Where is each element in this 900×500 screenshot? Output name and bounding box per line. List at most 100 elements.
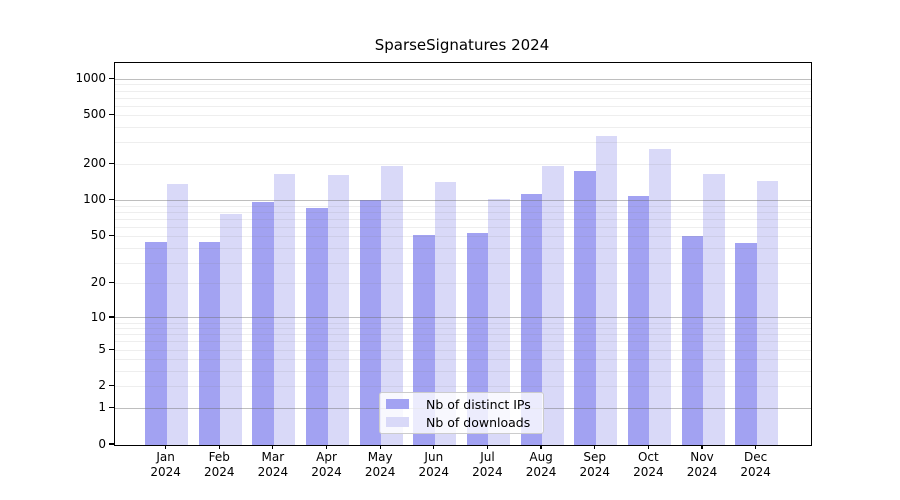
x-tick-year: 2024	[150, 465, 181, 479]
gridline-minor-6	[115, 341, 811, 343]
gridline-minor-400	[115, 127, 811, 129]
bar-nb-of-downloads-sep	[595, 135, 618, 445]
y-tick-label-200: 200	[83, 155, 106, 170]
bar-nb-of-distinct-ips-may	[359, 200, 382, 445]
gridline-minor-300	[115, 142, 811, 144]
x-tick-month: Mar	[261, 450, 285, 464]
x-tick-year: 2024	[740, 465, 771, 479]
gridline-major-1000	[115, 78, 811, 80]
x-tick-year: 2024	[364, 465, 396, 479]
y-tick-mark-500	[109, 114, 114, 116]
legend-swatch-distinct-ips	[386, 399, 409, 409]
x-tick-month: Sep	[583, 450, 607, 464]
x-tick-mark-sep	[594, 444, 596, 449]
x-tick-mark-aug	[540, 444, 542, 449]
x-tick-label-oct: Oct 2024	[616, 450, 680, 480]
grid-layer	[115, 63, 811, 445]
gridline-minor-9	[115, 322, 811, 324]
y-tick-mark-2	[109, 385, 114, 387]
y-tick-mark-1	[109, 406, 114, 408]
x-tick-mark-nov	[701, 444, 703, 449]
y-tick-label-50: 50	[90, 228, 106, 243]
bar-nb-of-distinct-ips-sep	[574, 170, 596, 445]
bar-nb-of-downloads-apr	[327, 175, 350, 445]
x-tick-label-dec: Dec 2024	[724, 450, 788, 480]
y-tick-mark-50	[109, 235, 114, 237]
gridline-minor-200	[115, 163, 811, 165]
bar-nb-of-downloads-jan	[166, 183, 189, 445]
chart-title: SparseSignatures 2024	[374, 36, 550, 54]
x-tick-label-jun: Jun 2024	[402, 450, 466, 480]
legend-row-distinct-ips: Nb of distinct IPs	[386, 395, 535, 413]
bar-nb-of-downloads-oct	[649, 149, 671, 445]
y-tick-mark-20	[109, 282, 114, 284]
y-tick-mark-100	[109, 199, 114, 201]
bar-nb-of-downloads-dec	[756, 181, 779, 445]
bar-nb-of-distinct-ips-dec	[735, 243, 757, 445]
x-tick-mark-oct	[647, 444, 649, 449]
gridline-minor-900	[115, 84, 811, 86]
x-tick-mark-feb	[218, 444, 220, 449]
x-tick-month: Feb	[208, 450, 230, 464]
gridline-minor-20	[115, 283, 811, 285]
x-tick-mark-jan	[165, 444, 167, 449]
gridline-minor-7	[115, 334, 811, 336]
x-tick-mark-jul	[486, 444, 489, 449]
gridline-minor-70	[115, 218, 811, 220]
gridline-minor-500	[115, 115, 811, 117]
x-tick-year: 2024	[633, 465, 664, 479]
gridline-minor-3	[115, 371, 811, 373]
y-tick-label-500: 500	[83, 107, 106, 122]
x-tick-label-sep: Sep 2024	[563, 450, 627, 480]
legend: Nb of distinct IPs Nb of downloads	[379, 392, 544, 434]
gridline-minor-2	[115, 386, 811, 388]
x-tick-year: 2024	[203, 465, 235, 479]
y-tick-mark-1000	[109, 77, 114, 79]
gridline-minor-5	[115, 349, 811, 351]
x-tick-label-feb: Feb 2024	[187, 450, 251, 480]
y-tick-label-0: 0	[98, 436, 106, 451]
x-tick-mark-mar	[272, 444, 274, 449]
gridline-minor-40	[115, 247, 811, 249]
legend-label-downloads: Nb of downloads	[426, 414, 531, 430]
y-tick-label-10: 10	[90, 309, 106, 324]
x-tick-month: Oct	[637, 450, 659, 464]
gridline-minor-80	[115, 211, 811, 213]
y-tick-label-20: 20	[90, 275, 106, 290]
x-tick-month: Jan	[156, 450, 175, 464]
gridline-major-10	[115, 317, 811, 319]
legend-swatch-downloads	[386, 417, 409, 427]
x-tick-year: 2024	[418, 465, 450, 479]
x-tick-mark-jun	[433, 444, 435, 449]
x-tick-mark-may	[379, 444, 381, 449]
gridline-minor-4	[115, 359, 811, 361]
y-tick-label-1: 1	[98, 399, 106, 414]
plot-area	[114, 62, 812, 446]
gridline-minor-90	[115, 205, 811, 207]
y-tick-label-100: 100	[83, 192, 106, 207]
bars-layer	[115, 63, 811, 445]
x-tick-month: Jun	[424, 450, 444, 464]
legend-row-downloads: Nb of downloads	[386, 413, 535, 431]
x-tick-month: Nov	[690, 450, 714, 464]
x-tick-label-aug: Aug 2024	[509, 450, 573, 480]
x-tick-year: 2024	[525, 465, 557, 479]
gridline-minor-50	[115, 236, 811, 238]
y-tick-label-1000: 1000	[75, 70, 106, 85]
x-tick-label-apr: Apr 2024	[295, 450, 359, 480]
x-tick-mark-apr	[325, 444, 328, 449]
bar-nb-of-downloads-mar	[273, 174, 296, 445]
x-tick-month: Dec	[744, 450, 768, 464]
x-tick-label-nov: Nov 2024	[670, 450, 734, 480]
gridline-minor-700	[115, 97, 811, 99]
x-tick-month: Aug	[529, 450, 553, 464]
x-tick-year: 2024	[257, 465, 289, 479]
x-tick-year: 2024	[579, 465, 610, 479]
x-tick-month: Jul	[480, 450, 495, 464]
gridline-minor-30	[115, 262, 811, 264]
bar-nb-of-distinct-ips-feb	[198, 242, 221, 445]
x-tick-label-may: May 2024	[348, 450, 412, 480]
x-tick-mark-dec	[755, 444, 757, 449]
gridline-minor-600	[115, 105, 811, 107]
legend-label-distinct-ips: Nb of distinct IPs	[426, 396, 531, 412]
